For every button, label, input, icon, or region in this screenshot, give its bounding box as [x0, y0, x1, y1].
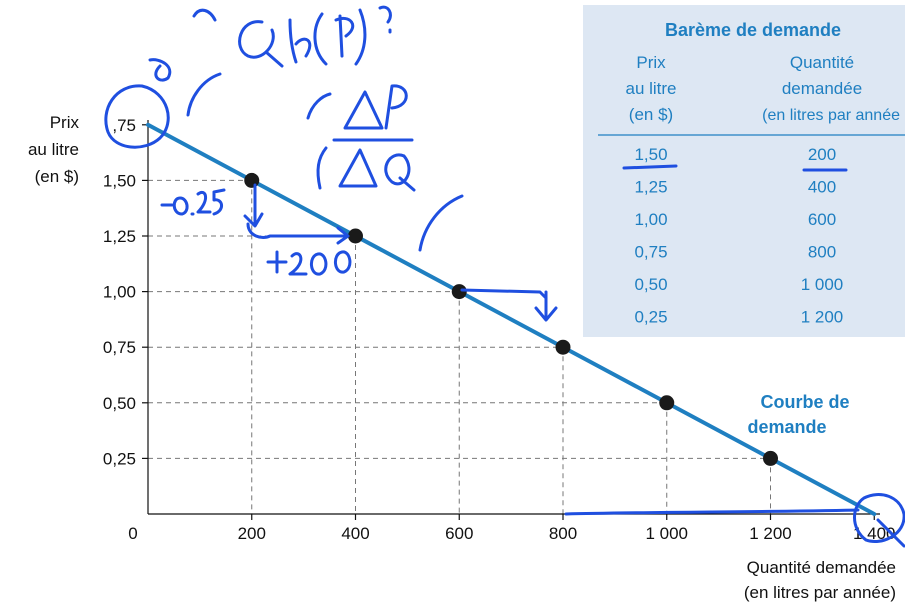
y-tick-label: 1,50: [103, 171, 136, 190]
x-ticks: 200 400 600 800 1 000 1 200 1 400: [238, 514, 896, 543]
ink-qd: [238, 5, 392, 68]
x-tick-label: 1 000: [645, 524, 688, 543]
demand-point: [659, 395, 675, 411]
table-cell-price: 1,50: [634, 145, 667, 164]
ink-delta-q: [338, 148, 416, 192]
ink-arrow-down: [243, 183, 264, 228]
ink-circle-top: [104, 84, 170, 149]
demand-curve: [146, 122, 877, 516]
ink-circle-1400: [853, 493, 905, 543]
table-cell-quantity: 400: [808, 178, 836, 197]
table-cell-price: 0,25: [634, 308, 667, 327]
table-cell-quantity: 800: [808, 243, 836, 262]
y-tick-label: 1,25: [103, 227, 136, 246]
origin-label: 0: [128, 524, 137, 543]
x-axis-title-line2: (en litres par année): [744, 583, 896, 602]
table-cell-quantity: 600: [808, 210, 836, 229]
x-tick-label: 800: [549, 524, 577, 543]
ink-stroke-b: [192, 8, 217, 22]
demand-point: [348, 228, 363, 244]
ink-stroke-e: [316, 146, 328, 190]
y-axis-title-line3: (en $): [35, 167, 79, 186]
table-col2-header-1: Quantité: [790, 53, 854, 72]
ink-stroke-f: [418, 194, 464, 252]
table-cell-quantity: 1 000: [801, 275, 844, 294]
y-tick-label: 0,75: [103, 338, 136, 357]
y-tick-label: 1,00: [103, 283, 136, 302]
demand-point: [555, 339, 571, 355]
y-ticks: 0,25 0,50 0,75 1,00 1,25 1,50 ,75: [103, 116, 148, 468]
x-tick-label: 400: [341, 524, 369, 543]
handwritten-annotations: [104, 5, 905, 548]
ink-underline-150: [622, 164, 678, 170]
x-tick-label: 200: [238, 524, 266, 543]
ink-arrow-right-2: [460, 288, 558, 322]
demand-point: [763, 450, 778, 466]
y-tick-label: 0,25: [103, 449, 136, 468]
table-col1-header-2: au litre: [625, 79, 676, 98]
demand-points: [244, 172, 778, 466]
table-cell-quantity: 200: [808, 145, 836, 164]
ink-arrow-right: [246, 222, 350, 245]
curve-label-line1: Courbe de: [760, 392, 849, 412]
y-tick-label: ,75: [112, 116, 136, 135]
table-col2-header-2: demandée: [782, 79, 862, 98]
x-tick-label: 600: [445, 524, 473, 543]
ink-minus-025: [160, 188, 226, 216]
table-rows: 1,50 200 1,25 400 1,00 600 0,75 800 0,50 1 000 0,2…: [634, 145, 843, 327]
table-cell-price: 0,50: [634, 275, 667, 294]
ink-stroke-end: [876, 518, 905, 548]
table-col1-header-3: (en $): [629, 105, 673, 124]
x-axis-title-line1: Quantité demandée: [747, 558, 896, 577]
y-axis-title-line2: au litre: [28, 140, 79, 159]
schedule-table-bg: [583, 5, 905, 337]
table-title: Barème de demande: [665, 20, 841, 40]
demand-point: [451, 284, 467, 300]
y-axis-title-line1: Prix: [50, 113, 80, 132]
ink-stroke-a: [148, 58, 172, 82]
ink-delta-p: [343, 84, 408, 130]
ink-plus-200: [266, 250, 352, 276]
curve-label-line2: demande: [747, 417, 826, 437]
table-cell-price: 1,00: [634, 210, 667, 229]
ink-x-axis-trace: [564, 508, 860, 516]
table-cell-price: 1,25: [634, 178, 667, 197]
ink-stroke-d: [306, 92, 332, 120]
table-col2-header-3: (en litres par année: [762, 107, 900, 124]
table-cell-quantity: 1 200: [801, 308, 844, 327]
demand-point: [244, 172, 260, 188]
ink-stroke-c: [186, 72, 222, 117]
table-col1-header-1: Prix: [636, 53, 666, 72]
table-cell-price: 0,75: [634, 243, 667, 262]
x-tick-label: 1 200: [749, 524, 792, 543]
y-tick-label: 0,50: [103, 394, 136, 413]
